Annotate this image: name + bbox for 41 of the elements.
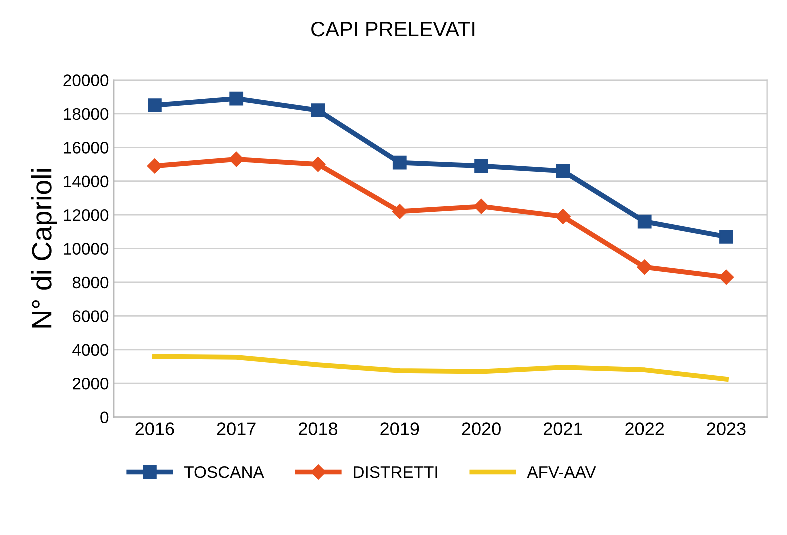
x-tick-label: 2017 — [217, 422, 256, 436]
y-tick-label: 18000 — [64, 108, 109, 120]
y-tick-label: 6000 — [73, 310, 109, 322]
point — [392, 204, 408, 220]
legend-label: TOSCANA — [184, 466, 264, 478]
point — [720, 230, 734, 244]
y-axis-title: N° di Caprioli — [31, 169, 58, 328]
point — [474, 159, 488, 174]
x-tick-label: 2019 — [380, 422, 420, 436]
point — [556, 209, 571, 224]
point — [637, 260, 652, 275]
point — [311, 104, 326, 118]
line-series — [152, 354, 729, 382]
y-tick-label: 20000 — [64, 74, 109, 86]
x-tick-label: 2021 — [544, 422, 582, 436]
y-tick-label: 14000 — [64, 176, 109, 188]
point — [148, 98, 162, 112]
y-tick-label: 8000 — [72, 276, 109, 289]
point — [556, 164, 570, 178]
point — [474, 199, 490, 214]
y-tick-label: 16000 — [64, 142, 109, 154]
point — [230, 92, 244, 106]
x-tick-label: 2022 — [626, 422, 664, 436]
y-tick-label: 12000 — [64, 209, 109, 222]
point — [147, 158, 163, 174]
x-tick-label: 2023 — [707, 422, 746, 436]
point — [392, 156, 407, 170]
y-tick-label: 2000 — [73, 378, 109, 390]
x-tick-label: 2018 — [299, 422, 338, 436]
legend-label: AFV-AAV — [527, 466, 596, 478]
y-tick-label: 10000 — [64, 243, 109, 255]
legend-label: DISTRETTI — [354, 466, 438, 478]
x-tick-label: 2020 — [462, 422, 501, 436]
point — [718, 270, 734, 285]
point — [638, 214, 652, 229]
chart-title: CAPI PRELEVATI — [312, 22, 475, 37]
point — [229, 152, 244, 168]
y-tick-label: 4000 — [72, 344, 109, 356]
y-tick-label: 0 — [100, 412, 109, 424]
x-tick-label: 2016 — [136, 422, 174, 436]
point — [310, 156, 326, 172]
